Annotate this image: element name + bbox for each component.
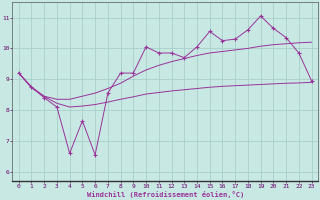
- X-axis label: Windchill (Refroidissement éolien,°C): Windchill (Refroidissement éolien,°C): [86, 191, 244, 198]
